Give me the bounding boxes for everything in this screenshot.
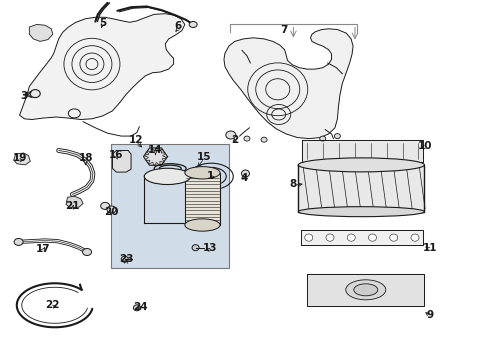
Polygon shape (14, 153, 30, 165)
Ellipse shape (101, 202, 109, 210)
Ellipse shape (144, 168, 190, 185)
Text: 9: 9 (426, 310, 433, 320)
Text: 7: 7 (279, 24, 287, 35)
Polygon shape (300, 230, 422, 245)
Ellipse shape (30, 90, 40, 98)
Ellipse shape (184, 167, 220, 179)
Ellipse shape (133, 305, 140, 311)
Text: 3: 3 (20, 91, 27, 102)
Polygon shape (302, 140, 423, 162)
Ellipse shape (325, 234, 333, 241)
Ellipse shape (189, 22, 197, 27)
Ellipse shape (192, 245, 199, 251)
Text: 21: 21 (65, 201, 80, 211)
Ellipse shape (14, 238, 23, 246)
Text: 2: 2 (231, 135, 238, 145)
Ellipse shape (241, 170, 249, 177)
Text: 14: 14 (148, 145, 163, 156)
Ellipse shape (319, 136, 325, 141)
Text: 22: 22 (45, 300, 60, 310)
Text: 16: 16 (109, 150, 123, 160)
Ellipse shape (82, 248, 91, 256)
Bar (111, 144, 228, 268)
Polygon shape (184, 173, 220, 225)
Text: 17: 17 (36, 244, 50, 254)
Text: 13: 13 (203, 243, 217, 253)
Text: 8: 8 (289, 179, 296, 189)
Text: 19: 19 (12, 153, 27, 163)
Ellipse shape (410, 234, 418, 241)
Ellipse shape (244, 136, 249, 141)
Ellipse shape (334, 134, 340, 139)
Ellipse shape (389, 234, 397, 241)
Text: 5: 5 (99, 18, 106, 28)
Ellipse shape (184, 219, 220, 231)
Text: 18: 18 (78, 153, 93, 163)
Polygon shape (298, 165, 424, 212)
Ellipse shape (345, 280, 385, 300)
Ellipse shape (353, 284, 377, 296)
Text: 1: 1 (206, 171, 213, 181)
Ellipse shape (304, 234, 312, 241)
Ellipse shape (121, 256, 128, 262)
Ellipse shape (298, 158, 424, 172)
Polygon shape (20, 14, 184, 120)
Ellipse shape (107, 206, 116, 213)
Text: 6: 6 (175, 21, 182, 31)
Polygon shape (29, 24, 53, 41)
Polygon shape (66, 196, 83, 208)
Ellipse shape (261, 137, 266, 142)
Text: 4: 4 (240, 173, 248, 183)
Text: 24: 24 (133, 302, 148, 312)
Ellipse shape (368, 234, 376, 241)
Text: 15: 15 (197, 152, 211, 162)
Text: 12: 12 (128, 135, 143, 145)
Polygon shape (143, 148, 167, 165)
Text: 20: 20 (104, 207, 119, 217)
Text: 23: 23 (119, 254, 133, 264)
Polygon shape (306, 274, 424, 306)
Ellipse shape (298, 207, 424, 217)
Text: 11: 11 (422, 243, 437, 253)
Polygon shape (112, 150, 131, 172)
Text: 10: 10 (417, 141, 432, 151)
Ellipse shape (346, 234, 354, 241)
Polygon shape (224, 29, 352, 139)
Ellipse shape (225, 131, 235, 139)
